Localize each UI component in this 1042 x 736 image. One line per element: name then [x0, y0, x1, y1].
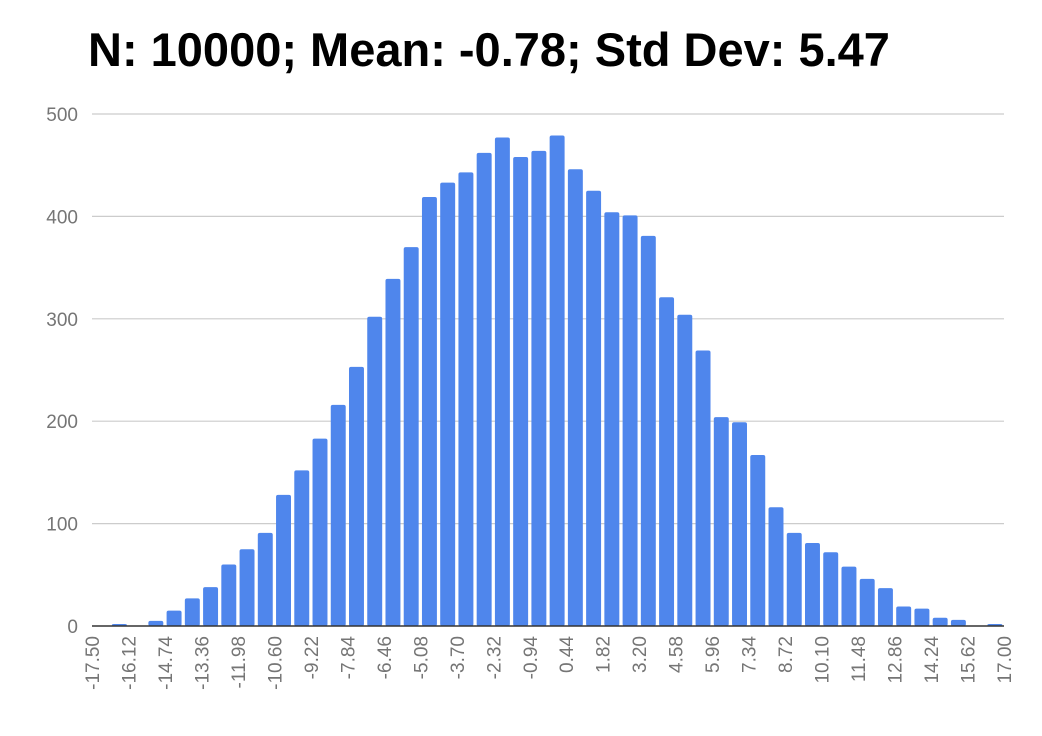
histogram-bar	[276, 494, 291, 626]
histogram-bar	[330, 404, 346, 626]
histogram-bar	[805, 543, 820, 626]
histogram-bar	[713, 417, 729, 626]
histogram-bar	[750, 454, 766, 626]
x-tick-label: 11.48	[849, 636, 870, 682]
histogram-bar	[221, 564, 237, 626]
x-tick-labels: -17.50 -16.12 -14.74 -13.36 -11.98 -10.60 -9.2…	[83, 636, 1016, 690]
x-tick-label: -9.22	[302, 636, 323, 679]
x-tick-label: -7.84	[338, 636, 359, 680]
histogram-bar	[403, 247, 419, 626]
histogram-bar	[932, 617, 948, 626]
x-tick-label: 17.00	[995, 636, 1016, 684]
histogram-bar	[257, 532, 273, 626]
bars	[111, 135, 1003, 627]
histogram-bar	[896, 606, 912, 626]
histogram-bar	[677, 314, 693, 626]
x-tick-label: 12.86	[886, 636, 907, 684]
histogram-bar	[312, 438, 328, 626]
x-tick-label: 15.62	[959, 636, 980, 684]
y-tick-label: 100	[46, 515, 78, 536]
histogram-bar	[421, 196, 437, 626]
x-tick-label: 14.24	[922, 636, 943, 684]
histogram-bar	[732, 422, 747, 626]
histogram-bar	[823, 552, 839, 626]
x-tick-label: 1.82	[594, 636, 615, 673]
histogram-bar	[859, 578, 875, 626]
histogram-bar	[184, 598, 200, 626]
x-tick-label: 7.34	[740, 636, 761, 673]
histogram-bar	[294, 470, 310, 626]
histogram-bar	[768, 507, 784, 626]
x-tick-label: 0.44	[557, 636, 578, 673]
histogram-bar	[513, 157, 529, 626]
x-tick-label: 5.96	[703, 636, 724, 673]
histogram-bar	[695, 350, 711, 626]
histogram-bar	[950, 619, 966, 626]
histogram-bar	[586, 190, 602, 627]
histogram-bar	[786, 532, 802, 626]
x-tick-label: -10.60	[265, 636, 286, 690]
histogram-bar	[148, 620, 164, 626]
x-tick-label: 3.20	[630, 636, 651, 673]
x-tick-label: -16.12	[119, 636, 140, 690]
histogram-bar	[166, 610, 182, 626]
x-tick-label: -14.74	[156, 636, 177, 690]
histogram-bar	[458, 172, 474, 627]
y-tick-label: 400	[46, 207, 78, 228]
x-tick-label: -17.50	[83, 636, 104, 690]
y-tick-label: 500	[46, 105, 78, 126]
x-tick-label: 4.58	[667, 636, 688, 673]
histogram-bar	[622, 215, 638, 626]
x-tick-label: 8.72	[776, 636, 797, 673]
x-tick-label: -5.08	[411, 636, 432, 679]
x-tick-label: 10.10	[813, 636, 834, 684]
x-tick-label: -0.94	[521, 636, 542, 680]
gridlines	[92, 113, 1004, 525]
histogram-bar	[549, 135, 565, 626]
chart-title: N: 10000; Mean: -0.78; Std Dev: 5.47	[88, 23, 890, 76]
histogram-bar	[476, 152, 492, 627]
x-tick-label: -2.32	[484, 636, 505, 679]
histogram-bar	[494, 137, 510, 626]
histogram-bar	[203, 587, 219, 626]
histogram-bar	[914, 608, 930, 626]
histogram-bar	[440, 182, 456, 626]
histogram-bar	[367, 316, 383, 626]
histogram-bar	[640, 235, 656, 626]
y-tick-labels: 0 100 200 300 400 500	[46, 105, 78, 638]
histogram-bar	[659, 297, 675, 626]
histogram-bar	[567, 169, 583, 626]
histogram-bar	[877, 588, 893, 626]
y-tick-label: 0	[67, 617, 78, 638]
histogram-bar	[531, 150, 547, 626]
histogram-bar	[349, 366, 364, 626]
x-tick-label: -3.70	[448, 636, 469, 679]
x-tick-label: -6.46	[375, 636, 396, 679]
histogram-bar	[385, 278, 401, 626]
histogram-bar	[604, 212, 620, 626]
y-tick-label: 300	[46, 310, 78, 331]
histogram-bar	[841, 566, 857, 626]
x-tick-label: -13.36	[192, 636, 213, 690]
histogram-bar	[239, 549, 255, 626]
y-tick-label: 200	[46, 412, 78, 433]
x-tick-label: -11.98	[229, 636, 250, 688]
